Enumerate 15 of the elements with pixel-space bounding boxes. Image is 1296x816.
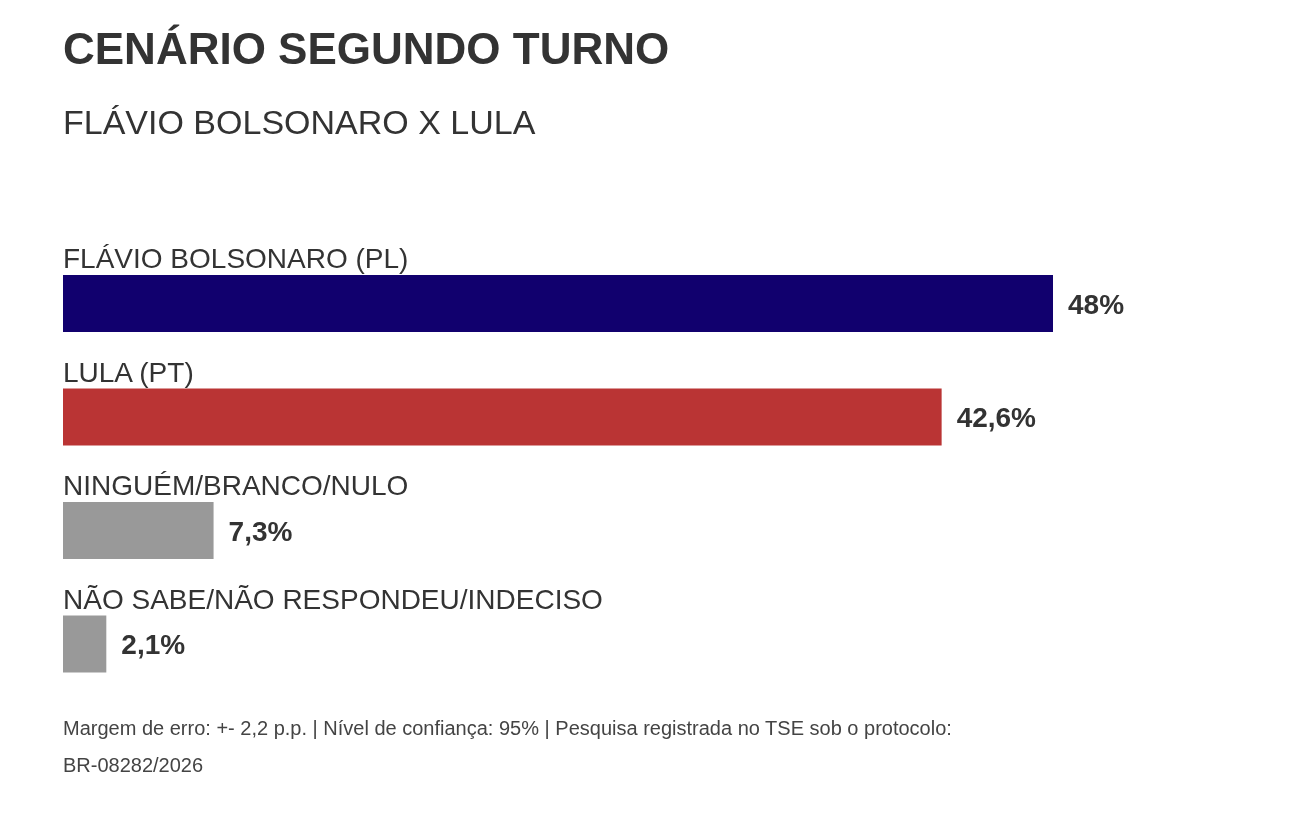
data-label: 48% bbox=[1068, 288, 1125, 320]
chart-subtitle: FLÁVIO BOLSONARO X LULA bbox=[63, 103, 536, 141]
y-tick-label: LULA (PT) bbox=[63, 356, 194, 388]
chart-title: CENÁRIO SEGUNDO TURNO bbox=[63, 24, 670, 73]
y-tick-label: NINGUÉM/BRANCO/NULO bbox=[63, 470, 409, 501]
y-tick-label: NÃO SABE/NÃO RESPONDEU/INDECISO bbox=[63, 583, 603, 615]
bar bbox=[63, 275, 1053, 332]
data-label: 42,6% bbox=[956, 402, 1037, 433]
bar bbox=[63, 388, 942, 446]
text: Margem de erro: +- 2,2 p.p. | Nível de confiança: 95% | Pesquisa registrada no TSE sob o protocolo: BR-08282/2026 bbox=[63, 717, 952, 776]
data-label: 7,3% bbox=[228, 515, 293, 547]
data-label: 2,1% bbox=[121, 629, 186, 660]
y-tick-label: FLÁVIO BOLSONARO (PL) bbox=[63, 243, 409, 274]
bar bbox=[63, 502, 214, 559]
bar bbox=[63, 615, 107, 673]
